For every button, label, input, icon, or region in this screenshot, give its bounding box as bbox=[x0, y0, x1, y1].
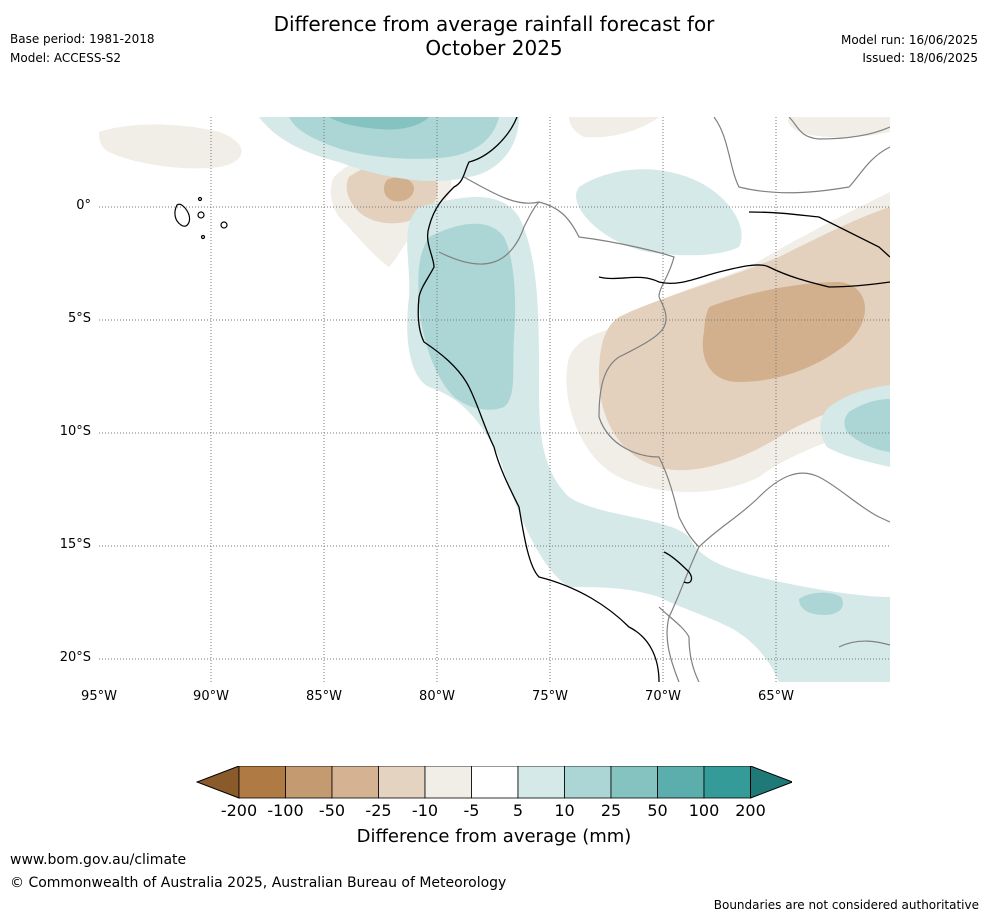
border-peru-brazil bbox=[598, 296, 700, 548]
island-isabela bbox=[174, 203, 191, 227]
colorbar-extend-high bbox=[750, 766, 792, 799]
border-chile-argentina bbox=[658, 606, 700, 682]
colorbar-tick-label: -200 bbox=[220, 801, 258, 820]
lat-tick-label: 5°S bbox=[67, 311, 91, 326]
title-line-2: October 2025 bbox=[425, 36, 563, 60]
coastline-rio-negro bbox=[748, 211, 890, 258]
dry-patch-ne-core bbox=[702, 282, 866, 382]
colorbar-tick-label: -25 bbox=[365, 801, 392, 820]
colorbar-segment bbox=[610, 766, 658, 799]
coastlines bbox=[417, 117, 890, 682]
dry-patch-coast-core bbox=[383, 177, 415, 202]
colorbar-extend-low bbox=[196, 766, 240, 799]
border-ecuador-peru bbox=[438, 201, 540, 265]
lon-tick-label: 80°W bbox=[419, 689, 455, 704]
colorbar-segment bbox=[471, 766, 519, 799]
border-brazil-north bbox=[788, 117, 890, 140]
lon-tick-label: 85°W bbox=[306, 689, 342, 704]
wet-band-top-center bbox=[329, 117, 429, 130]
colorbar-tick-label: -5 bbox=[463, 801, 480, 820]
colorbar-segment bbox=[285, 766, 333, 799]
border-peru-bolivia bbox=[666, 546, 700, 682]
colorbar-segment bbox=[378, 766, 426, 799]
lat-tick-label: 20°S bbox=[59, 650, 91, 665]
colorbar bbox=[196, 766, 792, 799]
wet-patch-south bbox=[799, 592, 844, 615]
island-small-2 bbox=[200, 234, 206, 240]
border-north bbox=[713, 117, 890, 194]
disclaimer-text: Boundaries are not considered authoritat… bbox=[713, 898, 979, 912]
colorbar-segment bbox=[703, 766, 751, 799]
model-label: Model: ACCESS-S2 bbox=[10, 51, 122, 65]
wet-band-top-core bbox=[289, 117, 499, 159]
model-run-label: Model run: 16/06/2025 bbox=[840, 33, 978, 47]
colorbar-tick-label: 10 bbox=[554, 801, 575, 820]
title-line-1: Difference from average rainfall forecas… bbox=[273, 12, 715, 36]
wet-patch-east-core bbox=[844, 399, 890, 452]
rainfall-map bbox=[99, 117, 890, 682]
colorbar-tick-label: -100 bbox=[267, 801, 304, 820]
border-paraguay bbox=[838, 640, 890, 648]
colorbar-tick-label: 200 bbox=[735, 801, 766, 820]
colorbar-tick-label: 50 bbox=[647, 801, 668, 820]
island-santa-cruz bbox=[197, 211, 205, 219]
map-title: Difference from average rainfall forecas… bbox=[0, 12, 988, 60]
lat-tick-label: 15°S bbox=[59, 537, 91, 552]
graticule bbox=[99, 117, 890, 682]
wet-andes-core bbox=[418, 223, 516, 410]
lon-tick-label: 75°W bbox=[532, 689, 568, 704]
lon-tick-label: 65°W bbox=[758, 689, 794, 704]
wet-band-andes bbox=[407, 197, 890, 682]
galapagos-islands bbox=[174, 196, 228, 240]
colorbar-label: Difference from average (mm) bbox=[356, 826, 632, 847]
issued-label: Issued: 18/06/2025 bbox=[862, 51, 978, 65]
country-borders bbox=[438, 117, 890, 682]
coastline-lake-titicaca bbox=[663, 551, 693, 584]
colorbar-tick-label: 100 bbox=[688, 801, 720, 820]
colorbar-tick-label: 25 bbox=[600, 801, 622, 820]
island-small-1 bbox=[197, 196, 203, 202]
lon-tick-label: 70°W bbox=[645, 689, 681, 704]
colorbar-segment bbox=[238, 766, 286, 799]
website-url[interactable]: www.bom.gov.au/climate bbox=[10, 852, 187, 868]
colorbar-tick-label: 5 bbox=[512, 801, 524, 820]
dry-patch-nw bbox=[99, 124, 242, 169]
copyright-text: © Commonwealth of Australia 2025, Austra… bbox=[10, 875, 507, 891]
lat-tick-label: 10°S bbox=[59, 424, 91, 439]
colorbar-tick-label: -10 bbox=[411, 801, 439, 820]
colorbar-segment bbox=[564, 766, 612, 799]
border-bolivia bbox=[698, 472, 890, 548]
dry-patch-top bbox=[569, 117, 659, 138]
border-colombia-peru bbox=[463, 176, 675, 298]
colorbar-tick-label: -50 bbox=[318, 801, 346, 820]
wet-patch-amazon bbox=[576, 169, 742, 256]
colorbar-segment bbox=[657, 766, 705, 799]
colorbar-segment bbox=[517, 766, 565, 799]
dry-patch-ne-corner bbox=[788, 117, 890, 138]
coastline-pacific bbox=[417, 117, 660, 682]
colorbar-segment bbox=[331, 766, 379, 799]
island-san-cristobal bbox=[220, 221, 228, 229]
base-period-label: Base period: 1981-2018 bbox=[10, 32, 155, 46]
lon-tick-label: 90°W bbox=[193, 689, 229, 704]
coastline-amazon-river bbox=[598, 264, 890, 288]
colorbar-segment bbox=[424, 766, 472, 799]
lat-tick-label: 0° bbox=[76, 198, 91, 213]
lon-tick-label: 95°W bbox=[81, 689, 117, 704]
